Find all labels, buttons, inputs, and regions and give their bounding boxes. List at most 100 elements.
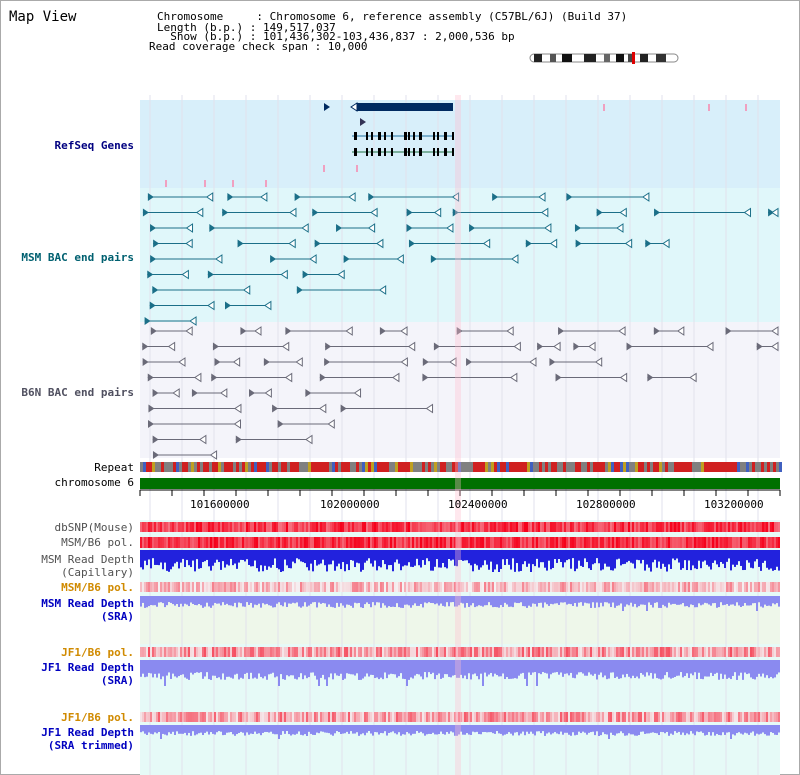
label-msm-b6-pol-2[interactable]: MSM/B6 pol. bbox=[61, 581, 134, 594]
heat-cell bbox=[390, 712, 392, 722]
depth-bar bbox=[194, 725, 196, 736]
heat-cell bbox=[504, 647, 506, 657]
depth-bar bbox=[592, 596, 594, 603]
label-jf1-b6-pol-1[interactable]: JF1/B6 pol. bbox=[61, 646, 134, 659]
depth-bar bbox=[260, 550, 262, 566]
depth-bar bbox=[684, 550, 686, 561]
heat-cell bbox=[564, 712, 566, 722]
heat-cell bbox=[492, 582, 494, 592]
heat-cell bbox=[506, 712, 508, 722]
heat-cell bbox=[416, 537, 418, 548]
repeat-segment bbox=[296, 462, 299, 472]
heat-cell bbox=[246, 537, 248, 548]
label-msm-b6-pol-1[interactable]: MSM/B6 pol. bbox=[61, 536, 134, 549]
depth-bar bbox=[406, 550, 408, 566]
heat-cell bbox=[614, 522, 616, 532]
repeat-segment bbox=[320, 462, 323, 472]
coverage-span-info: Read coverage check span : 10,000 bbox=[149, 40, 368, 53]
depth-bar bbox=[330, 550, 332, 565]
depth-bar bbox=[272, 725, 274, 734]
repeat-segment bbox=[293, 462, 296, 472]
heat-cell bbox=[566, 537, 568, 548]
heat-cell bbox=[754, 522, 756, 532]
chromosome-ideogram[interactable] bbox=[528, 51, 682, 65]
depth-bar bbox=[594, 660, 596, 674]
label-msm-read-depth-capillary[interactable]: MSM Read Depth bbox=[41, 553, 134, 566]
depth-bar bbox=[686, 725, 688, 734]
heat-cell bbox=[300, 647, 302, 657]
depth-bar bbox=[176, 660, 178, 678]
label-b6n-bac-end-pairs[interactable]: B6N BAC end pairs bbox=[21, 386, 134, 399]
label-dbsnp[interactable]: dbSNP(Mouse) bbox=[54, 521, 134, 534]
heat-cell bbox=[404, 582, 406, 592]
label-jf1-trimmed-sub: (SRA trimmed) bbox=[47, 739, 134, 752]
repeat-segment bbox=[176, 462, 179, 472]
heat-cell bbox=[512, 537, 514, 548]
depth-bar bbox=[678, 660, 680, 676]
heat-cell bbox=[420, 647, 422, 657]
label-msm-read-depth-sra[interactable]: MSM Read Depth bbox=[41, 597, 134, 610]
exon bbox=[366, 148, 368, 156]
heat-cell bbox=[400, 537, 402, 548]
heat-cell bbox=[374, 712, 376, 722]
depth-bar bbox=[616, 550, 618, 560]
heat-cell bbox=[522, 712, 524, 722]
depth-bar bbox=[404, 660, 406, 680]
depth-bar bbox=[620, 660, 622, 679]
heat-cell bbox=[772, 647, 774, 657]
repeat-segment bbox=[152, 462, 155, 472]
depth-bar bbox=[364, 596, 366, 605]
depth-bar bbox=[698, 660, 700, 673]
depth-bar bbox=[420, 660, 422, 677]
heat-cell bbox=[540, 712, 542, 722]
depth-bar bbox=[598, 596, 600, 608]
label-jf1-read-depth-trimmed[interactable]: JF1 Read Depth bbox=[41, 726, 134, 739]
depth-bar bbox=[556, 550, 558, 563]
heat-cell bbox=[534, 712, 536, 722]
heat-cell bbox=[326, 647, 328, 657]
label-refseq-genes[interactable]: RefSeq Genes bbox=[54, 139, 134, 152]
depth-bar bbox=[536, 550, 538, 559]
heat-cell bbox=[264, 647, 266, 657]
heat-cell bbox=[536, 537, 538, 548]
label-jf1-b6-pol-2[interactable]: JF1/B6 pol. bbox=[61, 711, 134, 724]
depth-bar bbox=[474, 550, 476, 564]
heat-cell bbox=[600, 537, 602, 548]
depth-bar bbox=[314, 660, 316, 676]
bac-end-arrow bbox=[302, 270, 309, 279]
depth-bar bbox=[364, 725, 366, 736]
repeat-segment bbox=[611, 462, 614, 472]
heat-cell bbox=[512, 712, 514, 722]
bac-end-arrow bbox=[689, 372, 697, 383]
heat-cell bbox=[384, 712, 386, 722]
depth-bar bbox=[226, 660, 228, 677]
repeat-segment bbox=[479, 462, 482, 472]
heat-cell bbox=[264, 522, 266, 532]
heat-cell bbox=[216, 522, 218, 532]
label-msm-bac-end-pairs[interactable]: MSM BAC end pairs bbox=[21, 251, 134, 264]
depth-bar bbox=[312, 725, 314, 735]
depth-bar bbox=[310, 725, 312, 734]
heat-cell bbox=[280, 582, 282, 592]
heat-cell bbox=[646, 712, 648, 722]
heat-cell bbox=[240, 647, 242, 657]
heat-cell bbox=[672, 522, 674, 532]
repeat-segment bbox=[422, 462, 425, 472]
heat-cell bbox=[308, 712, 310, 722]
label-chromosome[interactable]: chromosome 6 bbox=[54, 476, 134, 489]
depth-bar bbox=[656, 660, 658, 679]
depth-bar bbox=[710, 596, 712, 606]
heat-cell bbox=[706, 647, 708, 657]
heat-cell bbox=[188, 537, 190, 548]
heat-cell bbox=[606, 647, 608, 657]
heat-cell bbox=[430, 522, 432, 532]
label-repeat[interactable]: Repeat bbox=[94, 461, 134, 474]
label-jf1-read-depth-sra[interactable]: JF1 Read Depth bbox=[41, 661, 134, 674]
repeat-segment bbox=[740, 462, 743, 472]
heat-cell bbox=[490, 712, 492, 722]
depth-bar bbox=[484, 550, 486, 561]
depth-bar bbox=[660, 725, 662, 732]
heat-cell bbox=[142, 647, 144, 657]
depth-bar bbox=[466, 596, 468, 604]
